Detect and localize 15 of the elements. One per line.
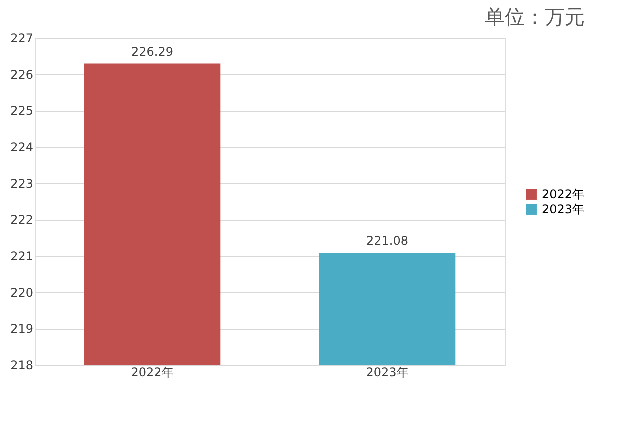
- y-tick-label: 220: [10, 286, 34, 300]
- legend-label: 2022年: [542, 188, 585, 202]
- y-tick-label: 221: [10, 250, 34, 264]
- text: 单位：万元: [485, 5, 585, 29]
- data-label: 226.29: [132, 44, 174, 59]
- y-tick-label: 223: [10, 176, 34, 191]
- y-tick-label: 227: [10, 32, 34, 46]
- y-tick-label: 224: [10, 140, 34, 154]
- data-label: 221.08: [366, 234, 408, 248]
- y-tick-label: 219: [10, 322, 34, 336]
- y-tick-label: 222: [10, 213, 34, 228]
- y-tick-label: 225: [10, 104, 34, 118]
- legend-label: 2023年: [542, 202, 585, 216]
- y-tick-label: 226: [10, 68, 34, 82]
- y-tick-label: 218: [10, 358, 34, 372]
